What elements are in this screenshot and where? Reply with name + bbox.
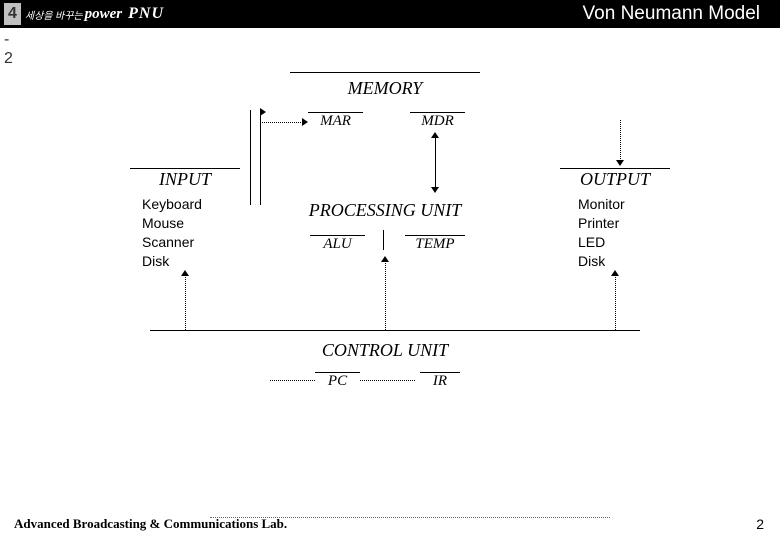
output-label: OUTPUT [560,168,670,190]
margin-line1: - [4,30,13,49]
arrow-ctrl-input [181,270,189,276]
ctrl-proc-dash [385,260,386,330]
mem-proc-line1 [250,110,251,205]
alu-label: ALU [310,235,365,253]
mar-label: MAR [308,112,363,130]
control-label: CONTROL UNIT [290,340,480,361]
pc-label: PC [315,372,360,390]
arrow-to-memory [260,108,266,116]
arrow-to-mar [302,118,308,126]
input-label: INPUT [130,168,240,190]
input-item: Disk [142,252,202,271]
alu-temp-divider [383,230,384,250]
memory-label: MEMORY [290,78,480,99]
left-margin-text: - 2 [4,30,13,68]
pc-dash-left [270,380,315,381]
memory-top-line [290,72,480,73]
mem-proc-line2 [260,110,261,205]
brand-power: power [85,6,123,23]
brand-pnu: PNU [128,5,164,23]
ctrl-input-dash [185,274,186,330]
arrow-to-output [616,160,624,166]
output-item: Monitor [578,195,625,214]
control-top-line [150,330,640,331]
output-item: LED [578,233,625,252]
temp-label: TEMP [405,235,465,253]
pc-ir-dash [360,380,415,381]
ctrl-output-dash [615,274,616,330]
footer-page-number: 2 [756,516,764,532]
input-item: Scanner [142,233,202,252]
brand-small: 세상을 바꾸는 [25,7,83,22]
output-list: Monitor Printer LED Disk [578,195,625,271]
input-item: Keyboard [142,195,202,214]
von-neumann-diagram: MEMORY MAR MDR INPUT Keyboard Mouse Scan… [90,60,690,460]
arrow-mdr-down [431,187,439,193]
output-item: Disk [578,252,625,271]
margin-line2: 2 [4,49,13,68]
arrow-ctrl-output [611,270,619,276]
header-left: 4 세상을 바꾸는 power PNU [0,3,164,25]
mem-output-dash [620,120,621,165]
page-badge: 4 [4,3,21,25]
ir-label: IR [420,372,460,390]
output-item: Printer [578,214,625,233]
mdr-down-line [435,135,436,190]
arrow-mdr-up [431,132,439,138]
header-bar: 4 세상을 바꾸는 power PNU Von Neumann Model [0,0,780,28]
input-list: Keyboard Mouse Scanner Disk [142,195,202,271]
processing-label: PROCESSING UNIT [290,200,480,221]
mdr-label: MDR [410,112,465,130]
input-item: Mouse [142,214,202,233]
footer-lab: Advanced Broadcasting & Communications L… [14,516,287,532]
arrow-ctrl-proc [381,256,389,262]
dash-to-mar [260,122,305,123]
slide-title: Von Neumann Model [583,3,760,25]
